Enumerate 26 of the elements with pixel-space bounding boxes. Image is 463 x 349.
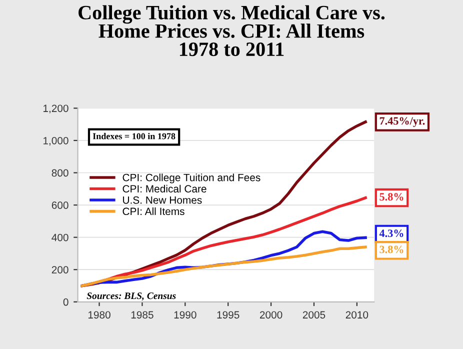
y-tick-label: 0 <box>63 298 68 306</box>
legend-label: CPI: College Tuition and Fees <box>122 174 260 184</box>
x-tick-label: 1980 <box>88 311 110 319</box>
legend-label: CPI: Medical Care <box>122 184 206 193</box>
x-tick-label: 1985 <box>131 311 154 319</box>
y-tick-label: 1,000 <box>43 136 68 146</box>
x-tick-label: 1995 <box>217 311 240 319</box>
y-tick-label: 600 <box>52 202 68 209</box>
x-tick-label: 2000 <box>260 311 282 319</box>
y-tick-label: 200 <box>52 266 68 274</box>
text: 4.3% <box>379 230 404 238</box>
legend-label: CPI: All Items <box>122 207 184 216</box>
y-tick-label: 1,200 <box>43 104 68 114</box>
chart-title: College Tuition vs. Medical Care vs. Home Prices vs. CPI: All Items 1978 to 2011 <box>78 5 385 56</box>
text: 7.45%/yr. <box>380 117 425 127</box>
x-tick-label: 2010 <box>346 311 368 319</box>
text: 5.8% <box>380 193 404 201</box>
y-tick-label: 800 <box>52 169 68 177</box>
line-series <box>80 246 367 288</box>
legend-label: U.S. New Homes <box>123 196 202 204</box>
annotation: Sources: BLS, Census <box>86 292 176 300</box>
y-tick-label: 400 <box>52 234 68 242</box>
x-tick-label: 2005 <box>302 311 326 319</box>
text: 3.8% <box>380 246 404 254</box>
x-tick-label: 1990 <box>174 311 196 319</box>
annotation: Indexes = 100 in 1978 <box>92 132 176 140</box>
